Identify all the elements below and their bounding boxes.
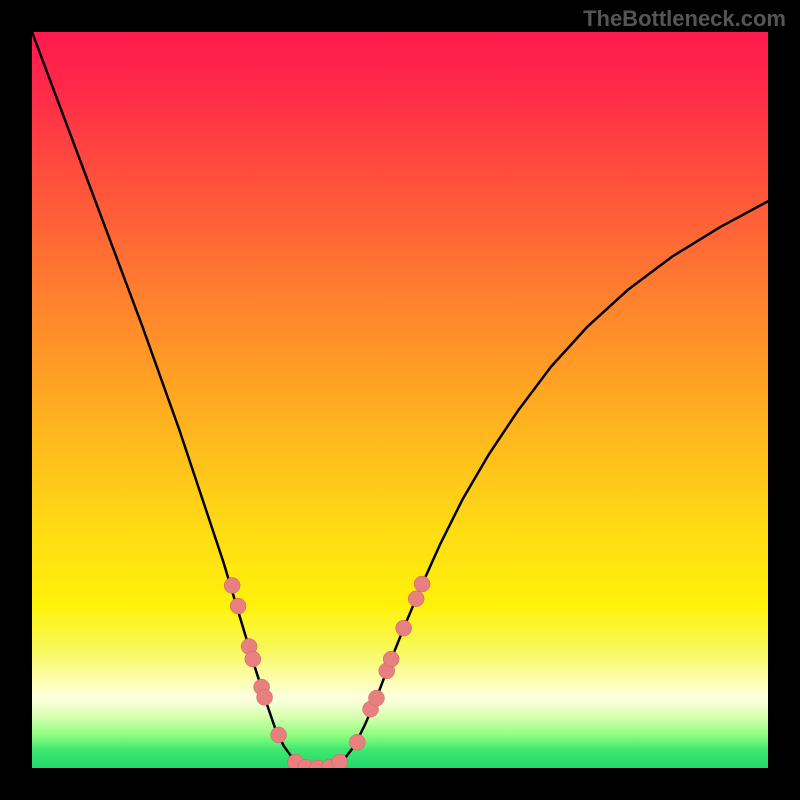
marker-point bbox=[224, 577, 240, 593]
gradient-background bbox=[32, 32, 768, 768]
marker-point bbox=[349, 734, 365, 750]
marker-point bbox=[332, 754, 348, 768]
chart-svg bbox=[32, 32, 768, 768]
marker-point bbox=[383, 651, 399, 667]
marker-point bbox=[230, 598, 246, 614]
marker-point bbox=[414, 576, 430, 592]
marker-point bbox=[408, 591, 424, 607]
plot-area bbox=[32, 32, 768, 768]
marker-point bbox=[245, 651, 261, 667]
watermark-text: TheBottleneck.com bbox=[583, 6, 786, 32]
marker-point bbox=[396, 620, 412, 636]
marker-point bbox=[271, 727, 287, 743]
marker-point bbox=[257, 689, 273, 705]
marker-point bbox=[368, 690, 384, 706]
chart-container: TheBottleneck.com bbox=[0, 0, 800, 800]
